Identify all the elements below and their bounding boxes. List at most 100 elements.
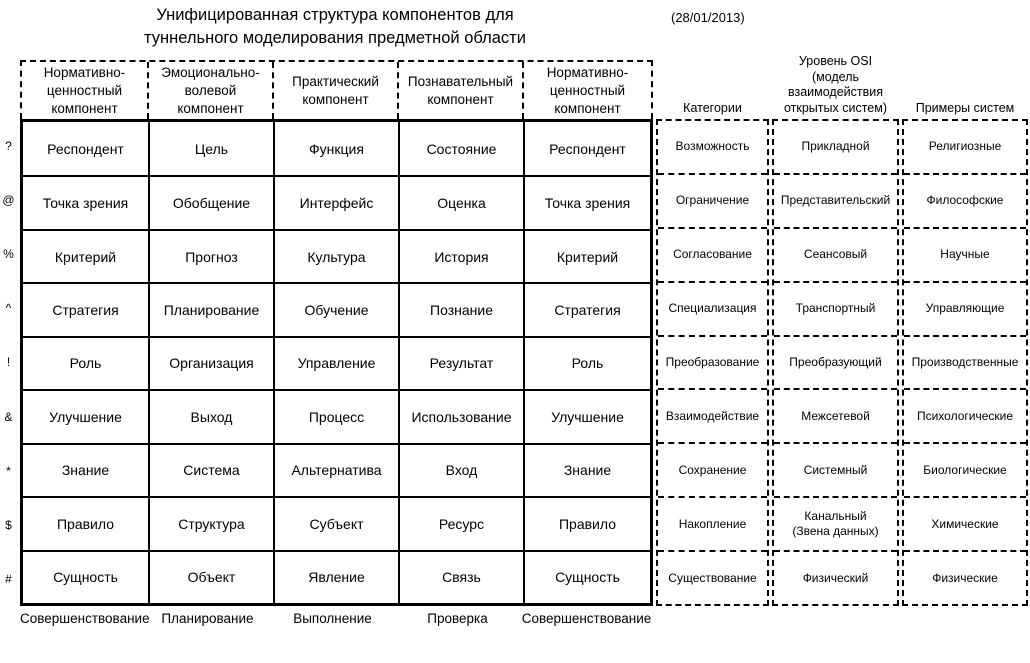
- table-cell: Стратегия: [23, 282, 148, 335]
- table-cell: Организация: [148, 335, 273, 390]
- footer-label: Планирование: [161, 611, 254, 626]
- right-column-cell: Сохранение: [658, 442, 767, 496]
- main-table-grid: Респондент Цель Функция Состояние Респондент…: [20, 119, 653, 606]
- right-column-cell: Психологические: [904, 388, 1026, 442]
- table-cell: Вход: [398, 442, 523, 497]
- table-cell: Культура: [273, 228, 398, 283]
- component-header-cell: Практический компонент: [272, 62, 397, 119]
- row-symbol: #: [5, 571, 12, 586]
- footer-label: Совершенствование: [20, 611, 150, 626]
- table-cell: Познание: [398, 282, 523, 336]
- table-cell: Результат: [398, 335, 523, 390]
- table-cell: Ресурс: [398, 496, 523, 550]
- right-column-cell: Системный: [774, 442, 897, 496]
- table-cell: Улучшение: [523, 389, 650, 443]
- table-cell: Точка зрения: [523, 175, 650, 229]
- table-cell: Управление: [273, 335, 398, 390]
- component-header-cell: Познавательный компонент: [397, 62, 522, 119]
- component-headers: Нормативно- ценностный компонент Эмоциона…: [20, 60, 653, 119]
- row-symbol: *: [6, 463, 11, 478]
- table-cell: Субъект: [273, 496, 398, 550]
- table-cell: Роль: [523, 335, 650, 390]
- table-cell: Респондент: [47, 140, 124, 157]
- table-cell: Функция: [273, 122, 398, 176]
- table-cell: Процесс: [273, 389, 398, 443]
- right-column-cell: Производственные: [904, 334, 1026, 389]
- table-cell: Прогноз: [148, 228, 273, 283]
- system-examples-header: Примеры систем: [915, 101, 1015, 115]
- table-cell: Сущность: [523, 549, 650, 603]
- right-column-cell: Канальный (Звена данных): [774, 496, 897, 550]
- row-symbol: @: [2, 193, 15, 208]
- right-column-cell: Религиозные: [928, 139, 1002, 154]
- footer-labels: Совершенствование Планирование Выполнение П…: [20, 611, 653, 626]
- right-column-cell: Транспортный: [774, 280, 897, 335]
- component-header-cell: Эмоционально- волевой компонент: [147, 62, 272, 119]
- table-cell: Планирование: [148, 282, 273, 336]
- table-cell: Критерий: [23, 228, 148, 282]
- system-examples-column: Религиозные Философские Научные Управляющие…: [902, 119, 1028, 606]
- table-cell: Стратегия: [523, 282, 650, 336]
- right-column-cell: Химические: [904, 496, 1026, 550]
- table-cell: Использование: [398, 389, 523, 443]
- right-column-cell: Прикладной: [801, 139, 870, 154]
- table-cell: Знание: [523, 442, 650, 497]
- right-column-cell: Взаимодействие: [658, 388, 767, 442]
- row-symbols: ? @% ^! & * $ #: [0, 119, 17, 606]
- right-column-cell: Ограничение: [658, 172, 767, 227]
- right-column-cell: Сеансовый: [774, 226, 897, 281]
- row-symbol: ?: [5, 139, 12, 154]
- table-cell: Объект: [148, 549, 273, 603]
- right-column-cell: Специализация: [658, 280, 767, 335]
- row-symbol: %: [3, 247, 14, 262]
- right-column-cell: Управляющие: [904, 280, 1026, 335]
- row-symbol: &: [4, 409, 13, 424]
- right-column-cell: Представительский: [774, 172, 897, 227]
- table-cell: Обучение: [273, 282, 398, 336]
- categories-header: Категории: [683, 101, 742, 115]
- right-column-cell: Научные: [904, 226, 1026, 281]
- osi-level-header: Уровень OSI (модель взаимодействия откры…: [783, 54, 887, 115]
- right-column-cell: Физические: [904, 550, 1026, 604]
- table-cell: Альтернатива: [273, 442, 398, 497]
- table-cell: Точка зрения: [23, 175, 148, 228]
- right-column-cell: Возможность: [675, 139, 750, 154]
- table-cell: Система: [148, 442, 273, 497]
- footer-label: Проверка: [427, 611, 488, 626]
- table-cell: Цель: [148, 122, 273, 176]
- right-column-cell: Философские: [904, 172, 1026, 227]
- table-cell: Роль: [23, 335, 148, 389]
- table-cell: Респондент: [523, 122, 650, 176]
- table-cell: Критерий: [523, 228, 650, 283]
- row-symbol: ^: [5, 301, 12, 316]
- footer-label: Выполнение: [293, 611, 372, 626]
- footer-label: Совершенствование: [521, 611, 652, 626]
- right-column-cell: Межсетевой: [774, 388, 897, 442]
- categories-column: Возможность Ограничение Согласование Специа…: [656, 119, 769, 606]
- table-cell: Правило: [23, 496, 148, 549]
- right-column-cell: Биологические: [904, 442, 1026, 496]
- right-column-cell: Физический: [774, 550, 897, 604]
- right-column-cell: Преобразование: [658, 334, 767, 389]
- component-header-cell: Нормативно- ценностный компонент: [43, 64, 126, 116]
- date-label: (28/01/2013): [671, 10, 745, 25]
- table-cell: История: [398, 228, 523, 283]
- row-symbol: $: [5, 517, 12, 532]
- table-cell: Состояние: [398, 122, 523, 176]
- right-column-cell: Накопление: [658, 496, 767, 550]
- table-cell: Сущность: [23, 549, 148, 603]
- page-title: Унифицированная структура компонентов дл…: [144, 6, 526, 47]
- table-cell: Правило: [523, 496, 650, 550]
- osi-level-column: Прикладной Представительский Сеансовый Тран…: [772, 119, 899, 606]
- table-cell: Обобщение: [148, 175, 273, 229]
- row-symbol: !: [6, 355, 11, 370]
- right-column-cell: Существование: [658, 550, 767, 604]
- table-cell: Структура: [148, 496, 273, 550]
- right-column-cell: Согласование: [658, 226, 767, 281]
- table-cell: Выход: [148, 389, 273, 443]
- table-cell: Оценка: [398, 175, 523, 229]
- table-cell: Интерфейс: [273, 175, 398, 229]
- component-header-cell: Нормативно- ценностный компонент: [522, 62, 651, 119]
- right-column-cell: Преобразующий: [774, 334, 897, 389]
